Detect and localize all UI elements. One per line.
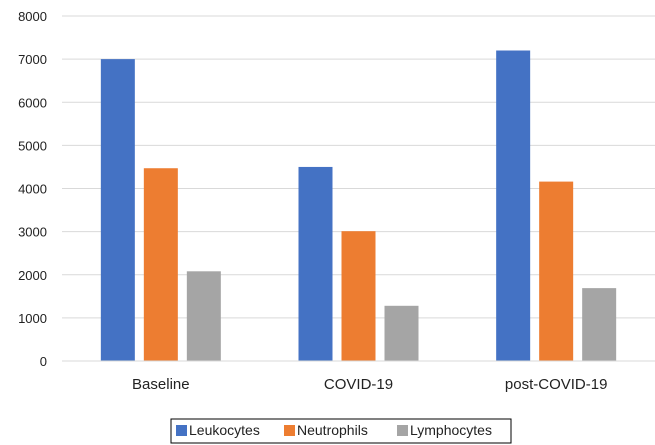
y-tick-label: 8000 <box>18 9 47 24</box>
legend-label-lymphocytes: Lymphocytes <box>410 422 492 438</box>
bar-leukocytes-2 <box>496 50 531 361</box>
y-tick-label: 4000 <box>18 182 47 197</box>
y-tick-label: 3000 <box>18 225 47 240</box>
bar-leukocytes-1 <box>298 166 333 361</box>
bar-lymphocytes-2 <box>582 288 617 361</box>
legend: Leukocytes Neutrophils Lymphocytes <box>170 418 512 444</box>
bars <box>100 50 617 361</box>
category-labels: Baseline COVID-19 post-COVID-19 <box>132 376 607 393</box>
category-label: Baseline <box>132 376 190 393</box>
y-tick-label: 2000 <box>18 268 47 283</box>
y-tick-label: 0 <box>40 354 47 369</box>
legend-box <box>170 418 512 444</box>
bar-lymphocytes-1 <box>384 305 419 361</box>
category-label: post-COVID-19 <box>505 376 608 393</box>
y-tick-label: 5000 <box>18 138 47 153</box>
bar-neutrophils-1 <box>341 231 376 361</box>
bar-lymphocytes-0 <box>186 271 221 361</box>
legend-swatch-lymphocytes <box>397 425 408 436</box>
y-tick-label: 6000 <box>18 95 47 110</box>
legend-label-leukocytes: Leukocytes <box>189 422 260 438</box>
legend-label-neutrophils: Neutrophils <box>297 422 368 438</box>
y-tick-label: 1000 <box>18 311 47 326</box>
y-tick-label: 7000 <box>18 52 47 67</box>
bar-neutrophils-2 <box>539 181 574 361</box>
legend-swatch-leukocytes <box>176 425 187 436</box>
bar-leukocytes-0 <box>100 59 135 361</box>
bar-neutrophils-0 <box>143 168 178 361</box>
category-label: COVID-19 <box>324 376 393 393</box>
y-axis-tick-labels: 0 1000 2000 3000 4000 5000 6000 7000 8000 <box>18 9 47 369</box>
legend-swatch-neutrophils <box>284 425 295 436</box>
